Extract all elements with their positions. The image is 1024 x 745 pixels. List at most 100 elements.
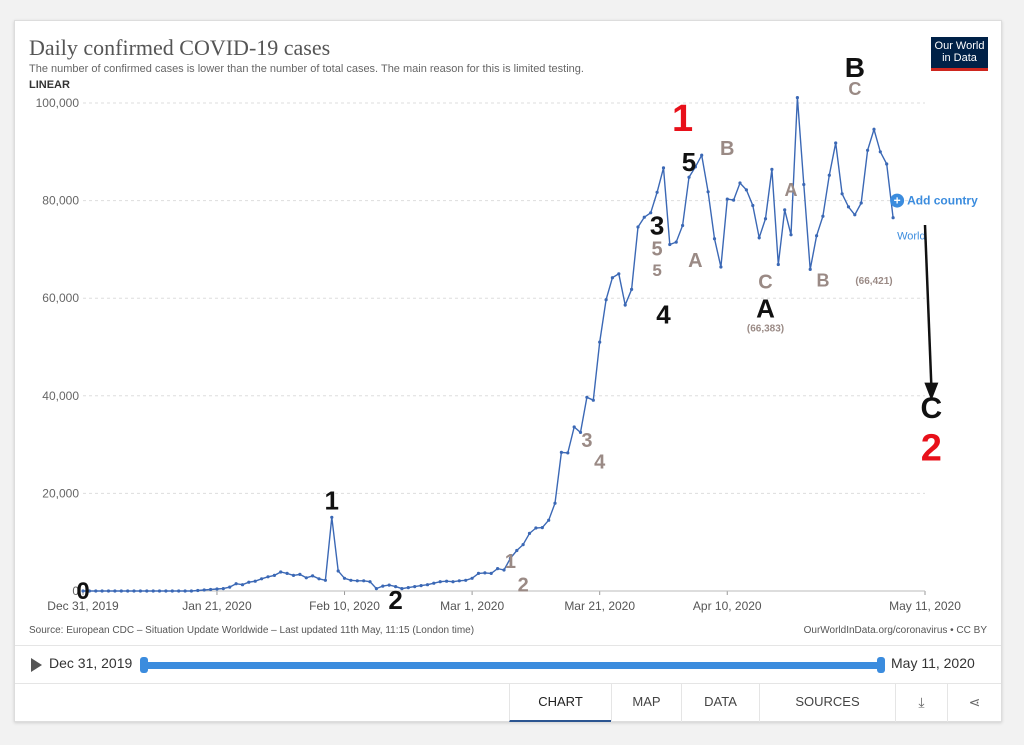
add-country-icon[interactable] xyxy=(890,193,905,208)
add-country-button[interactable]: + Add country xyxy=(890,193,978,208)
data-point xyxy=(827,173,831,177)
timeline-slider[interactable] xyxy=(143,662,881,669)
data-point xyxy=(617,272,621,276)
tab-bar: CHART MAP DATA SOURCES ⤓ ⋖ xyxy=(15,683,1001,722)
data-point xyxy=(566,451,570,455)
data-point xyxy=(164,589,168,593)
data-point xyxy=(872,127,876,131)
data-point xyxy=(744,188,749,192)
site-link[interactable]: OurWorldInData.org/coronavirus • CC BY xyxy=(803,625,987,636)
y-tick-label: 100,000 xyxy=(36,96,80,110)
scale-toggle[interactable]: LINEAR xyxy=(29,79,70,91)
add-country-label[interactable]: Add country xyxy=(907,194,978,208)
data-point xyxy=(585,395,589,399)
wave-annotation: B xyxy=(845,52,865,83)
data-point xyxy=(821,214,825,218)
plus-icon[interactable]: + xyxy=(894,194,901,208)
wave-annotation: 0 xyxy=(76,578,89,605)
data-point xyxy=(483,571,487,575)
series-line-world xyxy=(83,97,894,592)
data-point xyxy=(464,578,468,582)
chart-card: Daily confirmed COVID-19 cases The numbe… xyxy=(14,20,1002,722)
owid-logo[interactable]: Our World in Data xyxy=(931,37,988,71)
chart-subtitle: The number of confirmed cases is lower t… xyxy=(29,63,584,75)
wave-annotation: 3 xyxy=(650,210,664,240)
data-point xyxy=(470,576,474,580)
data-point xyxy=(272,573,276,578)
wave-annotation: 5 xyxy=(652,239,663,261)
data-point xyxy=(432,581,436,585)
data-point xyxy=(260,577,264,581)
data-point xyxy=(489,571,493,576)
tab-map[interactable]: MAP xyxy=(611,684,681,722)
data-point xyxy=(732,198,736,202)
timeline-start-handle[interactable] xyxy=(140,657,148,673)
timeline-start-label: Dec 31, 2019 xyxy=(49,655,133,671)
arrow-head xyxy=(924,382,939,401)
data-point xyxy=(349,578,353,582)
data-point xyxy=(674,240,678,244)
wave-annotation: (66,383) xyxy=(747,323,784,334)
tab-data[interactable]: DATA xyxy=(681,684,759,722)
data-point xyxy=(725,197,729,201)
data-point xyxy=(496,567,500,571)
wave-annotation: 5 xyxy=(652,261,661,280)
data-point xyxy=(630,287,634,291)
wave-annotation: A xyxy=(785,180,798,200)
data-point xyxy=(527,531,532,535)
data-point xyxy=(789,233,793,237)
data-point xyxy=(547,518,551,522)
wave-annotation: 2 xyxy=(518,574,529,596)
data-point xyxy=(304,576,308,580)
data-point xyxy=(266,575,270,579)
data-point xyxy=(311,574,315,578)
data-point xyxy=(451,580,455,584)
data-point xyxy=(94,589,98,593)
data-point xyxy=(846,205,851,209)
data-point xyxy=(87,589,91,593)
wave-annotation: 2 xyxy=(388,585,402,615)
wave-annotation: A xyxy=(756,294,775,324)
data-point xyxy=(177,589,181,593)
series-label-world: World xyxy=(897,231,926,243)
share-icon[interactable]: ⋖ xyxy=(947,684,1001,722)
line-chart: 0 20,000 40,000 60,000 80,000 100,000 Dec 31, … xyxy=(36,52,978,615)
wave-annotation: (66,421) xyxy=(855,276,892,287)
data-point xyxy=(476,571,481,576)
download-icon[interactable]: ⤓ xyxy=(895,684,947,722)
data-point xyxy=(157,589,162,593)
play-icon[interactable] xyxy=(31,658,42,672)
data-point xyxy=(374,587,378,591)
data-point xyxy=(323,578,327,582)
data-point xyxy=(891,216,895,220)
wave-annotation: C xyxy=(758,271,772,293)
x-tick-label: Mar 1, 2020 xyxy=(440,599,504,613)
data-point xyxy=(336,569,340,573)
data-point xyxy=(138,589,142,593)
source-note: Source: European CDC – Situation Update … xyxy=(29,625,475,636)
data-point xyxy=(387,583,391,587)
data-point xyxy=(840,192,844,196)
data-point xyxy=(100,589,104,593)
tab-sources[interactable]: SOURCES xyxy=(759,684,895,722)
data-point xyxy=(853,213,857,217)
data-point xyxy=(502,568,506,572)
data-point xyxy=(719,265,723,269)
tab-chart[interactable]: CHART xyxy=(509,684,611,722)
timeline-end-handle[interactable] xyxy=(877,657,885,673)
data-point xyxy=(183,589,187,593)
data-point xyxy=(196,588,200,593)
data-point xyxy=(445,579,449,583)
data-point xyxy=(253,579,257,583)
data-point xyxy=(355,579,359,583)
wave-annotation: 2 xyxy=(921,428,942,470)
wave-annotation: C xyxy=(848,79,861,99)
data-point xyxy=(413,585,417,589)
data-point xyxy=(687,175,691,179)
x-tick-label: May 11, 2020 xyxy=(889,599,961,613)
wave-annotation: 4 xyxy=(656,300,671,330)
data-point xyxy=(649,211,653,215)
data-point xyxy=(419,584,423,588)
data-point xyxy=(145,589,149,593)
data-point xyxy=(113,589,117,593)
